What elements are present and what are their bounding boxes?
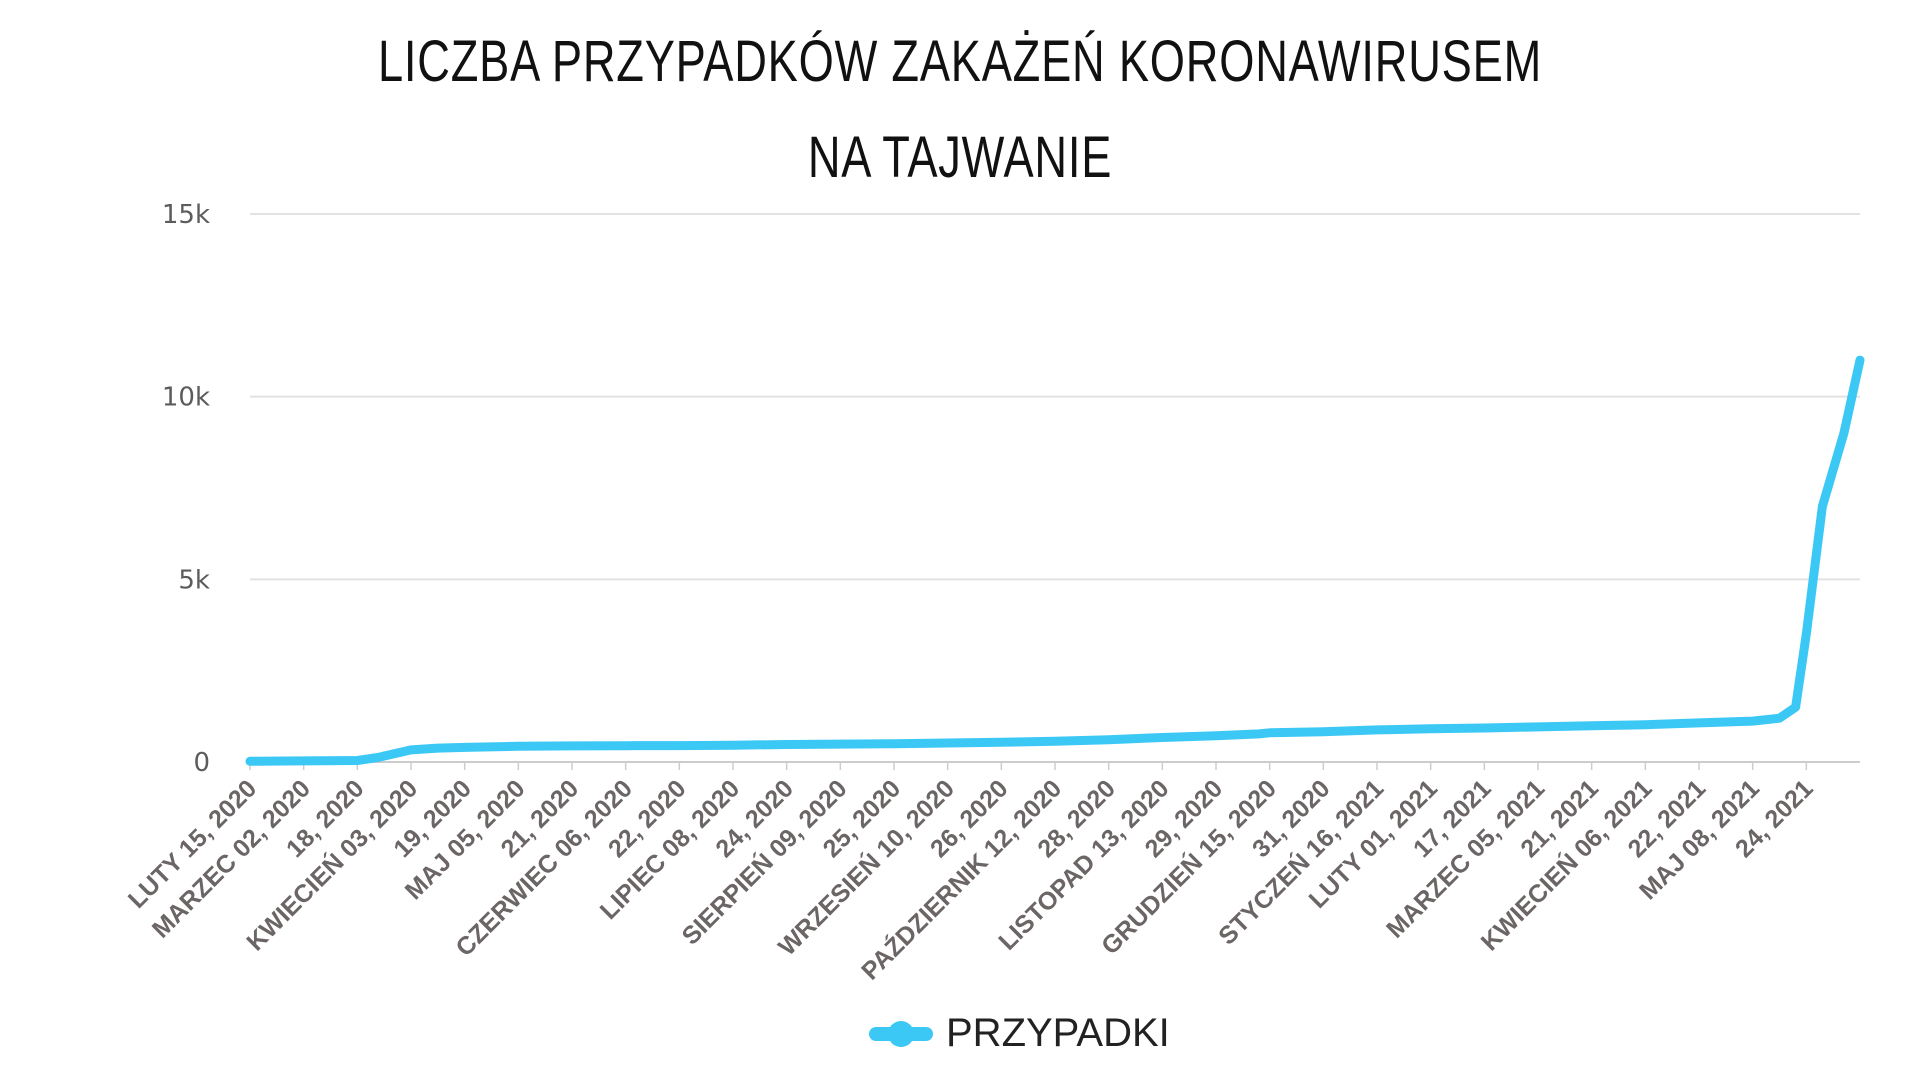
data-point xyxy=(1215,735,1217,737)
data-point xyxy=(517,745,519,747)
data-point xyxy=(839,743,841,745)
data-point xyxy=(303,760,305,762)
data-point xyxy=(1376,729,1378,731)
data-point xyxy=(1430,728,1432,730)
data-point xyxy=(1795,706,1797,708)
data-point xyxy=(625,745,627,747)
data-point xyxy=(947,742,949,744)
data-point xyxy=(437,747,439,749)
data-point xyxy=(356,760,358,762)
data-point xyxy=(1859,359,1861,361)
data-point xyxy=(1591,725,1593,727)
data-point xyxy=(732,744,734,746)
data-point xyxy=(1269,732,1271,734)
data-point xyxy=(249,760,251,762)
chart-title: LICZBA PRZYPADKÓW ZAKAŻEŃ KORONAWIRUSEM xyxy=(377,29,1543,94)
data-point xyxy=(464,746,466,748)
data-point xyxy=(1805,633,1807,635)
data-point xyxy=(571,745,573,747)
y-tick-label: 5k xyxy=(178,565,210,595)
data-point xyxy=(1644,724,1646,726)
data-point xyxy=(893,743,895,745)
legend-marker xyxy=(888,1021,914,1047)
data-point xyxy=(1258,733,1260,735)
data-point xyxy=(1483,727,1485,729)
series-line xyxy=(245,355,1865,766)
data-point xyxy=(410,749,412,751)
data-point xyxy=(1054,740,1056,742)
data-point xyxy=(1108,739,1110,741)
legend-label: PRZYPADKI xyxy=(946,1011,1170,1055)
data-point xyxy=(1161,737,1163,739)
y-tick-label: 15k xyxy=(162,200,210,230)
chart-subtitle: NA TAJWANIE xyxy=(807,125,1113,190)
y-tick-label: 0 xyxy=(193,748,210,778)
data-point xyxy=(1752,720,1754,722)
data-point xyxy=(1537,726,1539,728)
data-point xyxy=(1698,722,1700,724)
data-point xyxy=(1322,731,1324,733)
y-tick-label: 10k xyxy=(162,383,210,413)
data-point xyxy=(1000,741,1002,743)
data-point xyxy=(786,743,788,745)
data-point xyxy=(378,756,380,758)
data-point xyxy=(1843,432,1845,434)
data-point xyxy=(1821,505,1823,507)
data-point xyxy=(1779,717,1780,719)
data-point xyxy=(678,745,680,747)
